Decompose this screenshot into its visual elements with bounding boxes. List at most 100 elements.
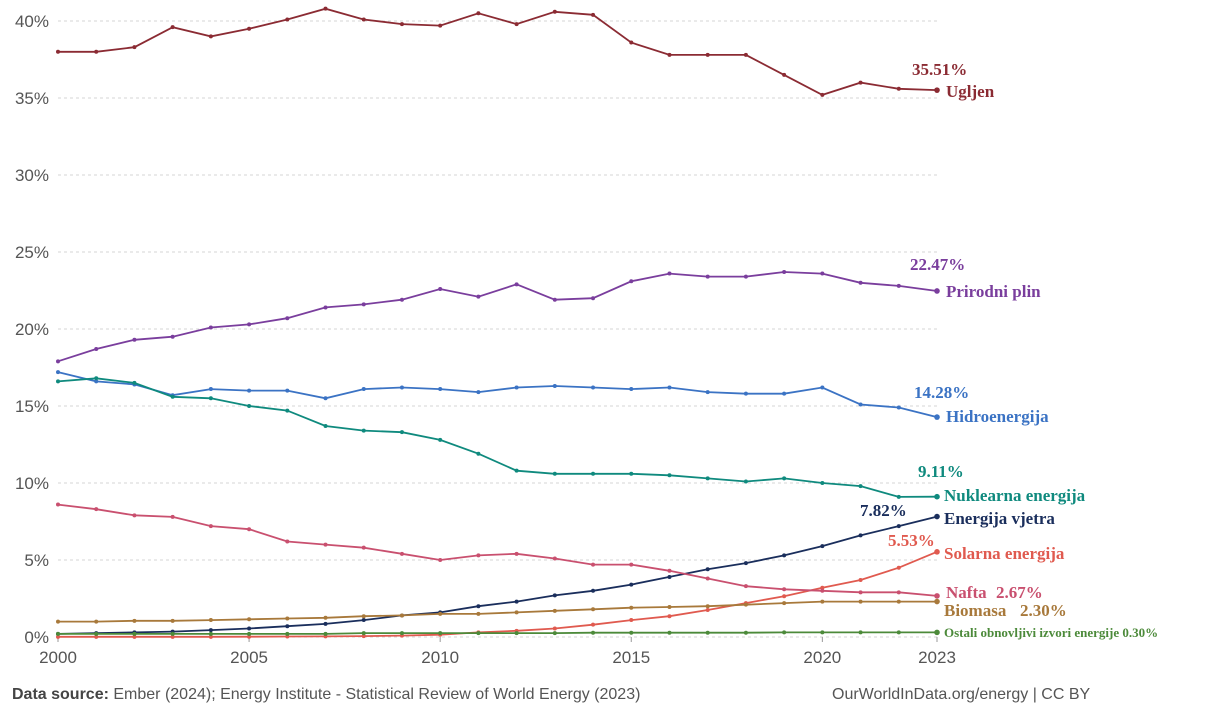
point-biomasa — [94, 619, 99, 624]
line-prirodni-plin — [57, 271, 938, 363]
point-energija-vjetra — [858, 533, 863, 538]
point-biomasa — [476, 611, 481, 616]
point-nuklearna-energija — [858, 484, 863, 489]
point-nuklearna-energija — [323, 424, 328, 429]
point-biomasa — [247, 617, 252, 622]
point-biomasa — [743, 602, 748, 607]
point-ugljen — [514, 22, 519, 27]
point-biomasa — [858, 599, 863, 604]
point-ostali-obnovljivi-izvori-energije — [552, 631, 557, 636]
point-hidroenergija — [820, 385, 825, 390]
vjetar-series-label: Energija vjetra — [944, 509, 1055, 528]
point-nafta — [591, 562, 596, 567]
point-nuklearna-energija — [132, 380, 137, 385]
point-prirodni-plin — [56, 359, 60, 364]
x-tick-label: 2015 — [612, 648, 650, 667]
point-hidroenergija — [399, 385, 404, 390]
y-axis-ticks: 0% 5% 10% 15% 20% 25% 30% 35% 40% — [15, 12, 49, 647]
point-solarna-energija — [591, 622, 596, 627]
point-nafta — [56, 502, 60, 507]
point-prirodni-plin — [438, 286, 443, 291]
point-biomasa — [705, 604, 710, 609]
point-ostali-obnovljivi-izvori-energije — [705, 630, 710, 635]
x-tick-label: 2005 — [230, 648, 268, 667]
point-prirodni-plin — [399, 297, 404, 302]
point-ugljen — [858, 80, 863, 85]
point-biomasa — [629, 605, 634, 610]
point-nafta — [858, 590, 863, 595]
point-nuklearna-energija — [56, 379, 60, 384]
point-ostali-obnovljivi-izvori-energije — [476, 631, 481, 636]
hidro-series-label: Hidroenergija — [946, 407, 1049, 426]
point-prirodni-plin — [170, 334, 175, 339]
biomasa-series-label: Biomasa — [944, 601, 1007, 620]
point-solarna-energija — [208, 634, 213, 639]
point-prirodni-plin — [208, 325, 213, 330]
point-biomasa — [820, 599, 825, 604]
vjetar-value-label: 7.82% — [860, 501, 907, 520]
point-ugljen — [820, 92, 825, 97]
point-hidroenergija — [667, 385, 672, 390]
point-prirodni-plin — [552, 297, 557, 302]
point-solarna-energija — [820, 585, 825, 590]
point-solarna-energija — [247, 634, 252, 639]
ugljen-series-label: Ugljen — [946, 82, 995, 101]
point-ostali-obnovljivi-izvori-energije — [629, 630, 634, 635]
y-tick-label: 15% — [15, 397, 49, 416]
point-biomasa — [591, 607, 596, 612]
point-ugljen — [438, 23, 443, 28]
point-prirodni-plin — [782, 270, 787, 275]
point-nuklearna-energija — [361, 428, 366, 433]
point-hidroenergija — [591, 385, 596, 390]
x-tick-label: 2020 — [803, 648, 841, 667]
point-hidroenergija — [361, 387, 366, 392]
point-ostali-obnovljivi-izvori-energije — [743, 630, 748, 635]
solar-series-label: Solarna energija — [944, 544, 1065, 563]
point-ugljen — [705, 52, 710, 57]
credit-link[interactable]: OurWorldInData.org/energy | CC BY — [832, 686, 1091, 703]
line-ostali-obnovljivi-izvori-energije — [58, 631, 937, 635]
point-ugljen — [247, 26, 252, 31]
point-ostali-obnovljivi-izvori-energije — [285, 631, 290, 636]
point-solarna-energija — [934, 549, 940, 555]
point-energija-vjetra — [514, 599, 519, 604]
point-solarna-energija — [170, 634, 175, 639]
point-nuklearna-energija — [934, 493, 940, 500]
point-nafta — [705, 576, 710, 581]
point-hidroenergija — [514, 385, 519, 390]
point-biomasa — [132, 618, 137, 623]
point-ugljen — [591, 12, 596, 17]
point-ugljen — [629, 40, 634, 45]
point-ostali-obnovljivi-izvori-energije — [934, 629, 940, 636]
point-nafta — [285, 539, 290, 544]
point-ostali-obnovljivi-izvori-energije — [591, 630, 596, 635]
point-nafta — [667, 568, 672, 573]
point-ugljen — [552, 9, 557, 14]
point-energija-vjetra — [934, 513, 940, 520]
point-nafta — [476, 553, 481, 558]
line-nafta — [57, 503, 938, 597]
point-prirodni-plin — [667, 271, 672, 276]
point-prirodni-plin — [629, 279, 634, 284]
point-nafta — [170, 514, 175, 519]
point-energija-vjetra — [208, 628, 213, 633]
point-hidroenergija — [552, 383, 557, 388]
point-nuklearna-energija — [705, 476, 710, 481]
point-biomasa — [56, 619, 60, 624]
point-ugljen — [208, 34, 213, 39]
point-prirodni-plin — [514, 282, 519, 287]
point-ostali-obnovljivi-izvori-energije — [170, 631, 175, 636]
solar-value-label: 5.53% — [888, 531, 935, 550]
point-ugljen — [782, 72, 787, 77]
data-source-label: Data source: — [12, 686, 109, 703]
point-nuklearna-energija — [399, 430, 404, 435]
line-energija-vjetra — [57, 515, 938, 635]
point-prirodni-plin — [361, 302, 366, 307]
point-prirodni-plin — [858, 280, 863, 285]
point-ostali-obnovljivi-izvori-energije — [94, 631, 99, 636]
point-biomasa — [323, 615, 328, 620]
point-solarna-energija — [858, 578, 863, 583]
point-nuklearna-energija — [820, 481, 825, 485]
point-nafta — [552, 556, 557, 561]
point-solarna-energija — [94, 634, 99, 639]
